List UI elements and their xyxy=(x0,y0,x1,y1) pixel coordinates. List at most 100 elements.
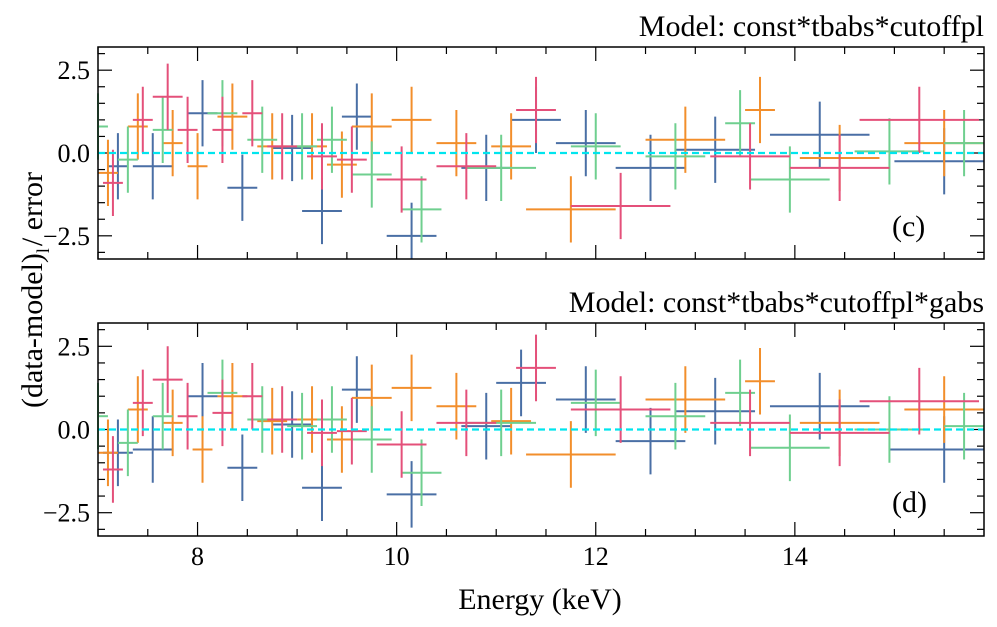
panel-d-data-point-blue xyxy=(272,391,313,458)
panel-d-data-point-orange xyxy=(98,419,118,487)
panel-c-y-tick-label: 2.5 xyxy=(58,56,91,85)
panel-c-data-point-orange xyxy=(98,139,118,206)
panel-c: Model: const*tbabs*cutoffpl 2.5 0.0 −2.5 (… xyxy=(43,10,985,260)
panel-d-data-point-pink xyxy=(242,362,263,430)
panel-d-frame xyxy=(97,322,985,537)
y-axis-label-main: (data-model) xyxy=(16,253,49,408)
panel-d-label: (d) xyxy=(892,486,927,519)
panel-d-y-tick-label: 0.0 xyxy=(58,416,91,445)
panel-c-data-point-green xyxy=(401,176,442,243)
panel-c-data-point-pink xyxy=(336,126,367,193)
panel-d-data-point-green xyxy=(570,369,621,437)
panel-d-data-point-orange xyxy=(127,376,148,443)
panel-c-data-point-orange xyxy=(491,113,532,180)
panel-d-model-title: Model: const*tbabs*cutoffpl*gabs xyxy=(569,286,984,319)
panel-c-data-point-pink xyxy=(307,123,337,190)
panel-d-data-point-orange xyxy=(491,387,532,455)
panel-c-label: (c) xyxy=(892,210,925,243)
panel-c-data-point-blue xyxy=(107,133,128,200)
panel-d-data-point-green xyxy=(750,414,830,482)
panel-d-y-tick-label: −2.5 xyxy=(43,499,90,528)
panel-d-data-point-green xyxy=(351,406,392,473)
x-tick-label: 8 xyxy=(191,542,204,571)
panel-c-data-point-blue xyxy=(675,116,756,183)
panel-d-data-point-orange xyxy=(745,347,775,415)
panel-c-data-point-green xyxy=(854,118,925,185)
panel-c-data-point-pink xyxy=(152,63,183,130)
panel-c-data-point-green xyxy=(570,113,621,180)
panel-c-data-point-green xyxy=(351,141,392,208)
panel-d-data-point-orange xyxy=(192,416,213,483)
panel-d-data-point-green xyxy=(287,392,318,460)
panel-c-data-point-orange xyxy=(526,176,616,243)
panel-c-data-point-blue xyxy=(769,101,870,168)
panel-d-data-point-green xyxy=(401,439,442,507)
panel-d-data-point-pink xyxy=(336,397,367,465)
panel-d-data-point-pink xyxy=(570,376,671,443)
panel-d: Model: const*tbabs*cutoffpl*gabs 8 10 12 14… xyxy=(43,286,985,571)
panel-d-data-point-orange xyxy=(645,366,726,433)
panel-c-data-point-green xyxy=(466,134,537,202)
panel-d-data-point-blue xyxy=(769,372,870,440)
panel-d-data-point-blue xyxy=(341,356,372,423)
panel-d-data-point-pink xyxy=(789,399,890,467)
panel-c-model-title: Model: const*tbabs*cutoffpl xyxy=(639,10,984,43)
panel-c-data-point-orange xyxy=(162,109,183,177)
panel-d-data-point-green xyxy=(97,382,108,450)
y-axis-label-subscript: l xyxy=(33,248,53,253)
panel-d-data-point-blue xyxy=(555,366,616,433)
panel-d-data-point-green xyxy=(152,382,173,450)
panel-d-data-point-green xyxy=(645,382,706,450)
panel-c-data-point-green xyxy=(152,96,173,163)
panel-c-data-point-green xyxy=(117,126,138,193)
panel-d-data-point-blue xyxy=(386,461,437,528)
panel-c-data-point-green xyxy=(944,109,984,177)
panel-c-data-point-pink xyxy=(859,86,980,153)
panel-d-data-point-orange xyxy=(162,389,183,457)
x-axis-label: Energy (keV) xyxy=(458,583,622,616)
panel-c-data-point-pink xyxy=(132,86,153,153)
panel-c-data-point-orange xyxy=(187,133,208,200)
panel-c-data-point-blue xyxy=(341,83,372,150)
panel-c-data-point-pink xyxy=(212,96,233,163)
panel-c-data-point-blue xyxy=(555,109,616,177)
panel-c-data-point-orange xyxy=(645,106,726,173)
panel-c-data-point-blue xyxy=(272,114,313,182)
panel-c-data-point-pink xyxy=(177,96,198,163)
panel-c-data-point-blue xyxy=(894,128,984,195)
panel-d-data-point-pink xyxy=(152,346,183,413)
panel-c-data-point-green xyxy=(645,123,706,190)
panel-d-data-point-green xyxy=(117,409,138,477)
panel-d-data-point-pink xyxy=(267,386,298,453)
panel-c-data-point-pink xyxy=(267,113,298,180)
panel-d-data-point-blue xyxy=(461,392,512,460)
panel-d-data-point-blue xyxy=(227,434,258,502)
panel-c-data-point-pink xyxy=(710,123,790,190)
panel-d-data-point-blue xyxy=(675,377,756,445)
panel-c-data-point-pink xyxy=(376,146,427,213)
panel-d-data-point-pink xyxy=(177,382,198,450)
panel-d-data-point-orange xyxy=(391,354,432,422)
panel-c-data-point-pink xyxy=(570,172,671,240)
panel-d-data-point-pink xyxy=(212,379,233,447)
panel-d-data-point-orange xyxy=(904,376,984,443)
panel-c-data-point-orange xyxy=(391,86,432,153)
panel-c-data-point-orange xyxy=(436,109,477,177)
panel-c-data-point-pink xyxy=(516,76,556,144)
panel-d-data-point-pink xyxy=(376,411,427,478)
panel-d-data-point-pink xyxy=(710,389,790,457)
panel-d-data-point-pink xyxy=(102,436,123,503)
panel-c-data-point-green xyxy=(750,146,830,213)
panel-d-data-point-blue xyxy=(496,349,546,417)
panel-d-data-point-blue xyxy=(132,416,173,483)
panel-c-data-point-pink xyxy=(102,149,123,216)
panel-d-data-point-pink xyxy=(516,334,556,402)
panel-d-data-point-blue xyxy=(615,407,686,475)
panel-c-data-point-pink xyxy=(436,133,497,200)
panel-d-data-point-pink xyxy=(132,369,153,437)
panel-d-data-point-pink xyxy=(436,389,497,457)
panel-c-frame xyxy=(97,46,985,260)
panel-c-data-point-blue xyxy=(132,133,173,200)
x-tick-label: 12 xyxy=(583,542,609,571)
